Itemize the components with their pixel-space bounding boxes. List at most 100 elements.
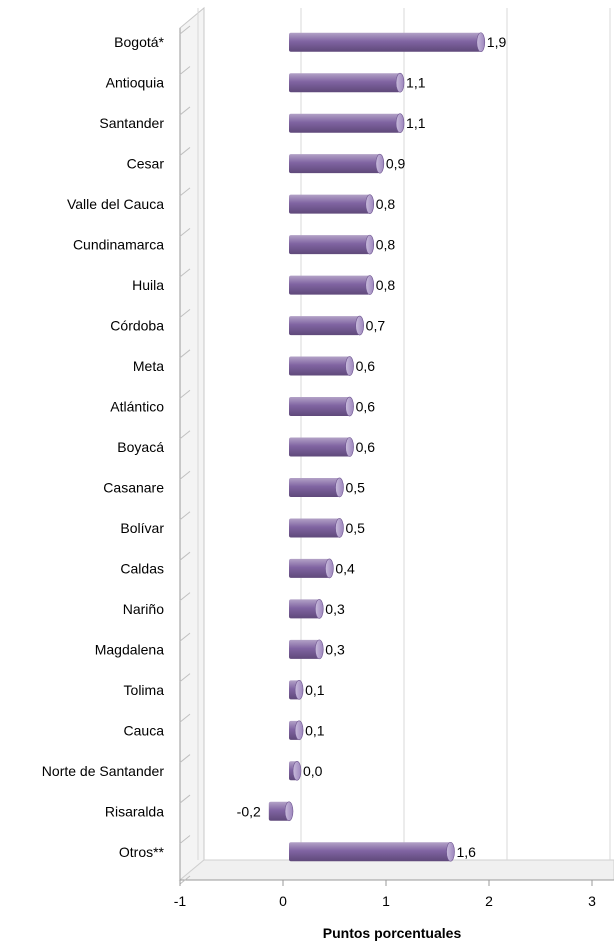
category-label: Santander [99, 115, 164, 131]
category-tick [179, 754, 191, 763]
category-label: Atlántico [110, 399, 164, 415]
value-label: -0,2 [237, 803, 261, 819]
bar [268, 801, 294, 822]
category-label: Cesar [127, 156, 165, 172]
category-tick [179, 227, 191, 237]
value-label: 0,3 [325, 601, 345, 617]
bar-cap [375, 153, 385, 174]
bar [289, 194, 375, 214]
category-label: Meta [133, 358, 164, 374]
category-label: Caldas [120, 560, 164, 576]
category-tick [179, 147, 191, 156]
category-tick [179, 389, 191, 399]
value-label: 0,8 [376, 237, 396, 253]
bar-body [289, 397, 350, 417]
bar-body [289, 477, 340, 497]
x-tick-label: -1 [174, 893, 187, 909]
category-tick [179, 551, 191, 561]
bar-cap [345, 437, 354, 457]
category-tick [179, 187, 191, 197]
category-label: Cauca [124, 722, 165, 738]
bar [289, 680, 304, 700]
bar-body [289, 194, 370, 214]
bar [289, 639, 324, 660]
value-label: 1,1 [406, 115, 426, 131]
bar-body [289, 113, 401, 133]
bar [289, 113, 405, 133]
category-tick [179, 268, 191, 278]
x-tick-label: 3 [588, 893, 596, 909]
bar-cap [365, 275, 375, 295]
category-tick [179, 66, 191, 75]
bar [289, 234, 375, 255]
bar-cap [294, 720, 304, 741]
bar-cap [365, 194, 375, 214]
bar [289, 275, 375, 295]
category-label: Córdoba [110, 318, 164, 334]
bar-body [289, 235, 370, 255]
bar-body [289, 73, 401, 93]
bar-cap [395, 72, 405, 93]
bar [289, 477, 344, 498]
bar-body [289, 154, 380, 174]
value-label: 0,6 [356, 439, 376, 455]
bar-cap [294, 680, 304, 700]
category-label: Magdalena [95, 641, 164, 657]
bar-cap [395, 113, 405, 133]
x-tick-label: 2 [485, 893, 493, 909]
category-label: Antioquia [106, 75, 165, 91]
category-tick [179, 511, 191, 521]
category-tick [179, 308, 191, 318]
bar [289, 153, 385, 174]
category-label: Otros** [119, 844, 165, 860]
bar-body [289, 437, 350, 457]
category-label: Nariño [123, 601, 164, 617]
bar [289, 720, 304, 741]
value-label: 0,1 [305, 722, 325, 738]
bar [289, 518, 344, 538]
value-label: 0,6 [356, 399, 376, 415]
bar-body [289, 599, 320, 619]
value-label: 0,0 [303, 763, 323, 779]
category-tick [179, 632, 191, 642]
bar [289, 72, 405, 93]
value-label: 0,9 [386, 156, 406, 172]
x-tick-label: 0 [279, 893, 287, 909]
bar-body [289, 275, 370, 295]
category-tick [179, 430, 191, 440]
bar-cap [335, 518, 344, 538]
bar-body [268, 801, 289, 821]
category-label: Valle del Cauca [67, 196, 164, 212]
bar [289, 32, 486, 53]
category-tick [179, 835, 191, 844]
bar-cap [292, 761, 302, 781]
category-tick [179, 349, 191, 359]
value-label: 0,5 [345, 520, 365, 536]
category-label: Cundinamarca [73, 237, 164, 253]
bar-cap [446, 841, 455, 862]
bar-cap [345, 356, 354, 376]
bar-body [289, 356, 350, 376]
bar-cap [365, 234, 375, 255]
value-label: 0,1 [305, 682, 325, 698]
category-tick [179, 673, 191, 683]
bar-cap [314, 639, 324, 660]
category-label: Tolima [124, 682, 165, 698]
category-label: Risaralda [105, 803, 164, 819]
category-tick [179, 25, 191, 35]
bar-cap [476, 32, 486, 53]
bar-body [289, 639, 320, 659]
bar [289, 841, 455, 862]
x-axis-title: Puntos porcentuales [323, 925, 462, 941]
bar-cap [355, 315, 364, 336]
x-tick-label: 1 [382, 893, 390, 909]
category-tick [179, 106, 191, 116]
axis-wall [179, 6, 205, 882]
bar [289, 437, 354, 457]
category-tick [179, 713, 191, 723]
category-tick [179, 470, 191, 480]
category-tick [179, 592, 191, 602]
category-label: Bogotá* [114, 34, 164, 50]
bar [289, 396, 354, 417]
